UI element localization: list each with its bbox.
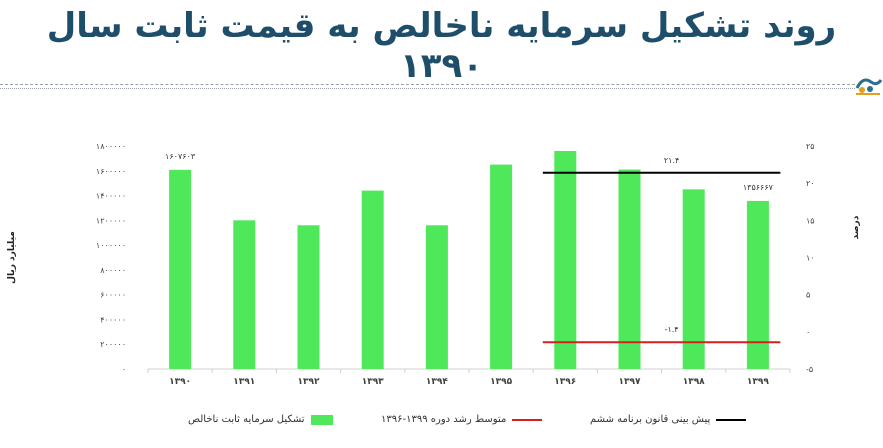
y-tick-label: ۲۰۰۰۰۰ <box>100 340 126 349</box>
x-tick-label: ۱۳۹۳ <box>362 377 384 387</box>
bar <box>297 225 320 369</box>
bar-value-label: ۱۳۵۶۶۶۷ <box>743 183 774 192</box>
y-tick-label: ۱۲۰۰۰۰۰ <box>96 216 126 225</box>
y-axis-title: میلیارد ریال <box>7 231 17 284</box>
y-tick-label: ۰ <box>122 365 126 374</box>
x-tick-label: ۱۳۹۴ <box>426 377 448 387</box>
bar <box>233 220 256 369</box>
legend-swatch-forecast <box>716 418 747 421</box>
legend-item-forecast: پیش بینی قانون برنامه ششم <box>590 414 747 425</box>
legend-item-bars: تشکیل سرمایه ثابت ناخالص <box>188 414 333 425</box>
x-tick-label: ۱۳۹۶ <box>554 377 576 387</box>
bar <box>361 190 384 369</box>
y-tick-label: ۱۶۰۰۰۰۰ <box>96 167 126 176</box>
legend-label-average: متوسط رشد دوره ۱۳۹۹-۱۳۹۶ <box>381 414 507 425</box>
legend-item-average: متوسط رشد دوره ۱۳۹۹-۱۳۹۶ <box>381 414 543 425</box>
page-title: روند تشکیل سرمایه ناخالص به قیمت ثابت سا… <box>46 6 837 86</box>
y2-axis-title: درصد <box>851 215 861 239</box>
y-tick-label: ۱۸۰۰۰۰۰ <box>96 142 126 151</box>
legend-label-bars: تشکیل سرمایه ثابت ناخالص <box>188 414 305 425</box>
x-tick-label: ۱۳۹۱ <box>233 377 255 387</box>
y2-tick-label: ۵ <box>806 291 810 300</box>
y2-tick-label: ۲۵ <box>806 142 815 151</box>
bar <box>425 225 448 369</box>
bar <box>746 200 769 369</box>
x-tick-label: ۱۳۹۹ <box>747 377 769 387</box>
y2-tick-label: ۱۰ <box>806 254 815 263</box>
capital-formation-chart: ۰ ۲۰۰۰۰۰ ۴۰۰۰۰۰ ۶۰۰۰۰۰ ۸۰۰۰۰۰ ۱۰۰۰۰۰۰ ۱۲۰۰۰۰۰ ۱… <box>7 142 861 387</box>
bar <box>554 150 577 369</box>
header-divider-dotted <box>0 88 855 89</box>
x-tick-label: ۱۳۹۷ <box>619 377 641 387</box>
y2-axis-ticks: -۵ ۰ ۵ ۱۰ ۱۵ ۲۰ ۲۵ <box>806 142 815 374</box>
legend-swatch-average <box>512 418 543 421</box>
y-tick-label: ۴۰۰۰۰۰ <box>100 315 126 324</box>
y2-tick-label: ۲۰ <box>806 179 815 188</box>
reference-line-label: -۱.۴ <box>665 325 679 334</box>
reference-lines: ۲۱.۴ -۱.۴ <box>542 156 781 344</box>
x-tick-label: ۱۳۹۲ <box>298 377 320 387</box>
bar <box>618 169 641 369</box>
x-tick-label: ۱۳۹۰ <box>169 377 191 387</box>
bar <box>682 189 705 369</box>
y2-tick-label: ۱۵ <box>806 216 815 225</box>
y2-tick-label: -۵ <box>806 365 813 374</box>
chart-legend: تشکیل سرمایه ثابت ناخالص متوسط رشد دوره … <box>0 414 883 434</box>
y2-tick-label: ۰ <box>806 328 810 337</box>
x-tick-label: ۱۳۹۵ <box>490 377 512 387</box>
bar <box>490 164 513 369</box>
y-tick-label: ۶۰۰۰۰۰ <box>100 291 126 300</box>
x-tick-label: ۱۳۹۸ <box>683 377 705 387</box>
legend-label-forecast: پیش بینی قانون برنامه ششم <box>590 414 711 425</box>
brand-logo-icon <box>855 78 883 95</box>
header-divider <box>0 84 855 85</box>
y-axis-ticks: ۰ ۲۰۰۰۰۰ ۴۰۰۰۰۰ ۶۰۰۰۰۰ ۸۰۰۰۰۰ ۱۰۰۰۰۰۰ ۱۲۰۰۰۰۰ ۱… <box>96 142 126 374</box>
bar <box>169 169 192 369</box>
y-tick-label: ۱۴۰۰۰۰۰ <box>96 192 126 201</box>
reference-line-label: ۲۱.۴ <box>664 156 679 165</box>
y-tick-label: ۸۰۰۰۰۰ <box>100 266 126 275</box>
x-axis-ticks: ۱۳۹۰ ۱۳۹۱ ۱۳۹۲ ۱۳۹۳ ۱۳۹۴ ۱۳۹۵ ۱۳۹۶ ۱۳۹۷ ۱۳۹۸ ۱۳۹۹ <box>147 369 791 387</box>
bars-group <box>169 150 769 369</box>
legend-swatch-bars <box>310 414 333 425</box>
bar-value-label: ۱۶۰۷۶۰۳ <box>165 152 196 161</box>
y-tick-label: ۱۰۰۰۰۰۰ <box>96 241 126 250</box>
bar-value-labels: ۱۶۰۷۶۰۳ ۱۳۵۶۶۶۷ <box>165 152 774 192</box>
